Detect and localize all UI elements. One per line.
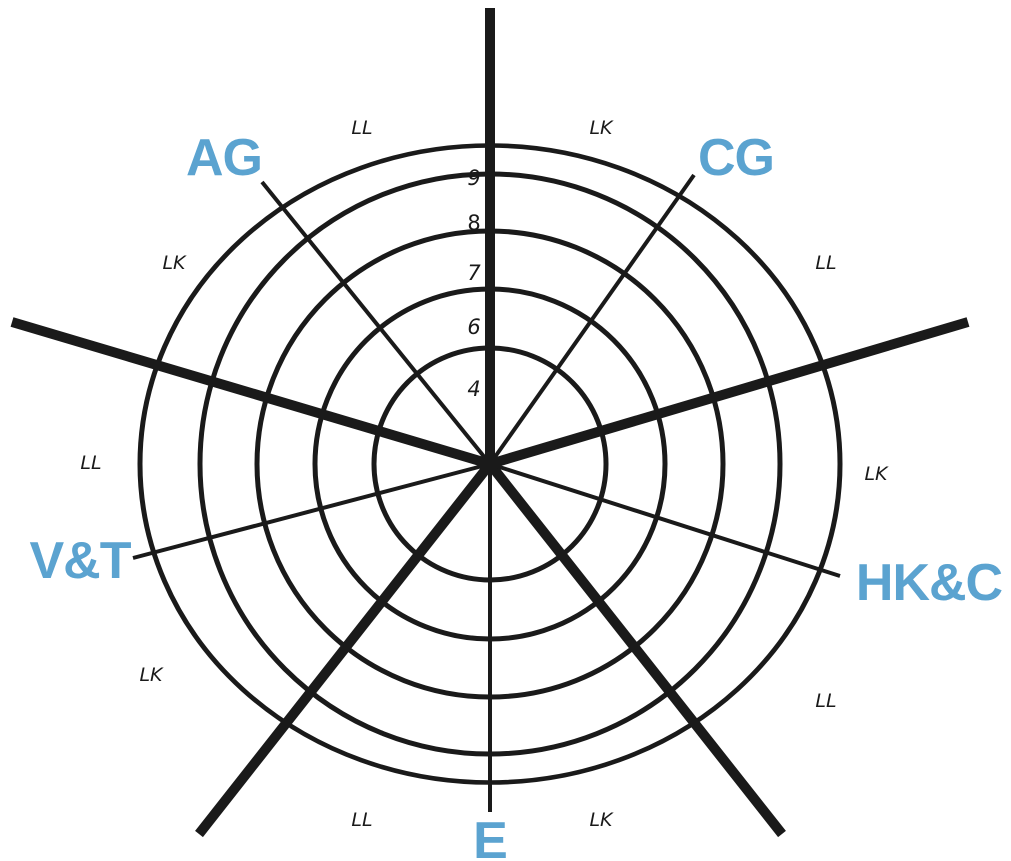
segment-label: LL (351, 117, 372, 139)
thin-spoke-cg (488, 173, 696, 466)
axis-label-vt: V&T (30, 532, 132, 590)
segment-labels: LK LL LK LL LK LL LK LL LK LL (80, 117, 889, 831)
thick-spoke-bottom-right (486, 460, 786, 838)
ring-label-9: 9 (467, 166, 480, 190)
axis-label-cg: CG (698, 129, 774, 187)
ring-label-4: 4 (467, 377, 480, 401)
segment-label: LL (80, 452, 101, 474)
thick-spokes (10, 8, 970, 838)
segment-label: LK (162, 252, 187, 274)
axis-label-e: E (473, 812, 507, 861)
segment-label: LK (589, 809, 614, 831)
segment-label: LK (139, 664, 164, 686)
axis-label-ag: AG (186, 129, 262, 187)
thick-spoke-left (10, 317, 492, 469)
thin-spokes (132, 173, 841, 812)
segment-label: LL (815, 252, 836, 274)
thick-spoke-right (488, 317, 970, 469)
ring-label-8: 8 (467, 211, 480, 235)
segment-label: LK (864, 463, 889, 485)
thick-spoke-bottom-left (195, 460, 494, 838)
axis-label-hkc: HK&C (856, 554, 1003, 612)
thin-spoke-ag (260, 180, 492, 466)
thin-spoke-vt (132, 462, 491, 560)
ring-value-labels: 4 6 7 8 9 (467, 166, 481, 401)
ring-label-7: 7 (467, 261, 481, 285)
segment-label: LL (815, 690, 836, 712)
thin-spoke-hkc (489, 462, 841, 578)
ring-label-6: 6 (467, 315, 480, 339)
segment-label: LK (589, 117, 614, 139)
segment-label: LL (351, 809, 372, 831)
center-hub (481, 455, 499, 473)
axis-labels: CG HK&C E V&T AG (30, 129, 1004, 861)
